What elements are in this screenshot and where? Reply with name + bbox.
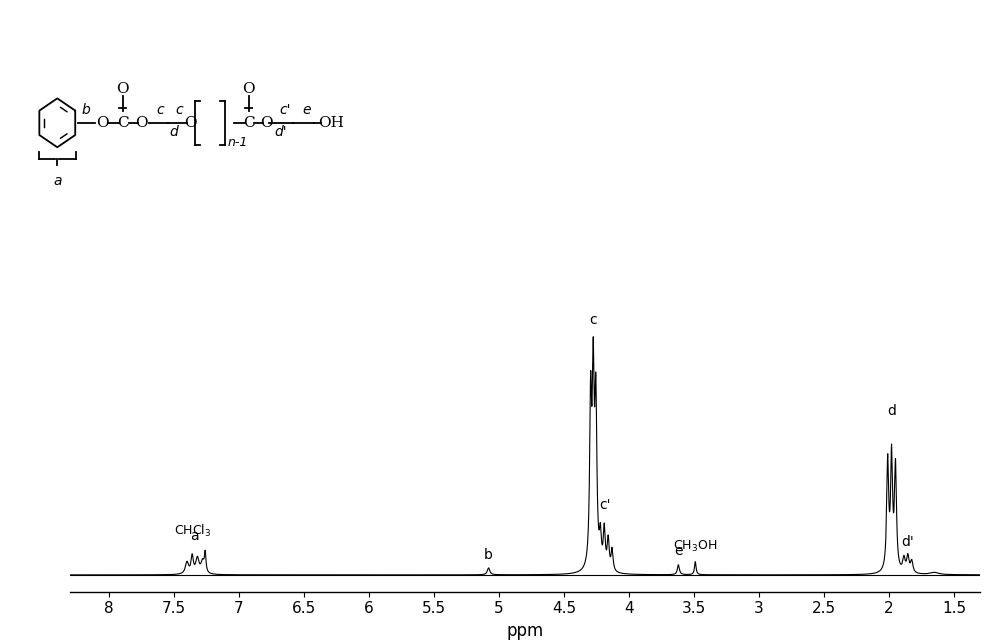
Text: e: e xyxy=(302,103,311,117)
Text: C: C xyxy=(243,116,254,130)
Text: O: O xyxy=(135,116,148,130)
Text: b: b xyxy=(82,103,91,117)
Text: d': d' xyxy=(274,125,287,140)
Text: d: d xyxy=(170,125,178,140)
X-axis label: ppm: ppm xyxy=(506,622,544,640)
Text: O: O xyxy=(96,116,108,130)
Text: e: e xyxy=(674,544,683,558)
Text: n-1: n-1 xyxy=(228,136,248,149)
Text: a: a xyxy=(53,174,62,188)
Text: c: c xyxy=(589,313,597,327)
Text: CH$_3$OH: CH$_3$OH xyxy=(673,539,717,554)
Text: c: c xyxy=(157,103,164,117)
Text: O: O xyxy=(116,82,129,96)
Text: a: a xyxy=(190,529,199,543)
Text: b: b xyxy=(484,548,493,562)
Text: CHCl$_3$: CHCl$_3$ xyxy=(174,523,211,539)
Text: d': d' xyxy=(901,535,914,549)
Text: O: O xyxy=(242,82,255,96)
Text: c: c xyxy=(175,103,183,117)
Text: C: C xyxy=(117,116,129,130)
Text: c': c' xyxy=(599,498,611,512)
Text: O: O xyxy=(261,116,273,130)
Text: c': c' xyxy=(280,103,291,117)
Text: O: O xyxy=(184,116,197,130)
Text: OH: OH xyxy=(319,116,344,130)
Text: d: d xyxy=(887,404,896,418)
